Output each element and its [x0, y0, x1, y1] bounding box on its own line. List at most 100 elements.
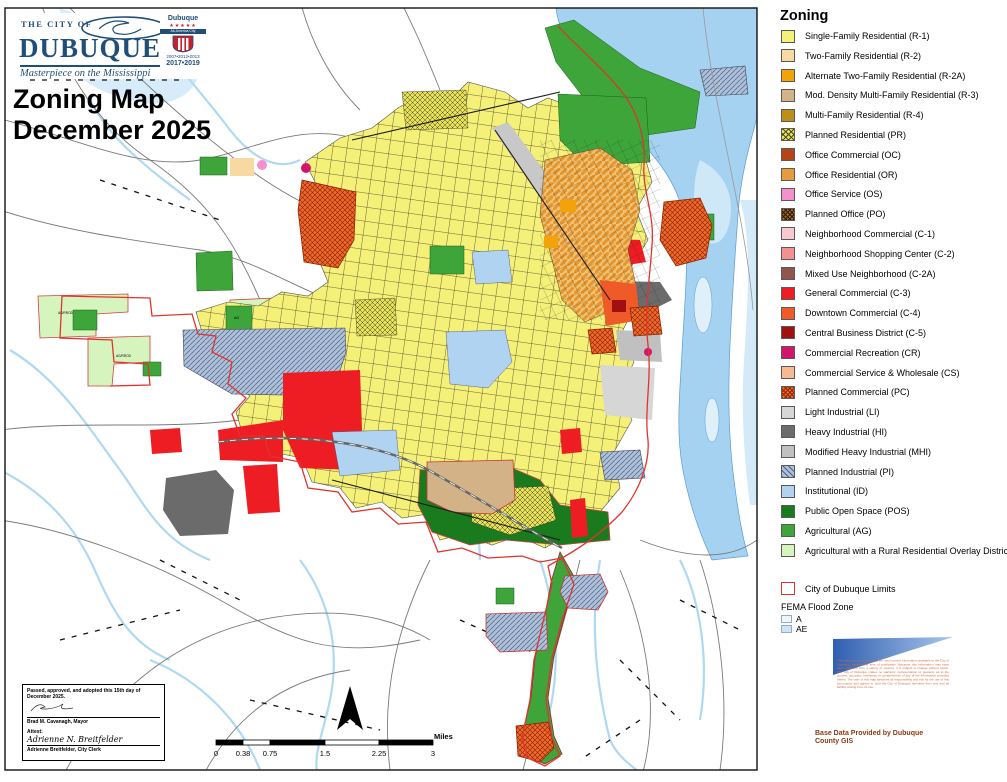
map-frame — [4, 7, 758, 771]
legend-swatch-ag-rrod — [781, 544, 795, 558]
badge-shield-icon — [172, 35, 194, 53]
legend-swatch-c5 — [781, 326, 795, 340]
legend-label: Modified Heavy Industrial (MHI) — [805, 446, 932, 457]
legend-label: Neighborhood Shopping Center (C-2) — [805, 248, 955, 259]
attest-label: Attest: — [27, 729, 43, 735]
clerk-name: Adrienne Breitfelder, City Clerk — [27, 747, 101, 753]
legend-item-fema-a: A — [781, 613, 1007, 624]
approval-box: Passed, approved, and adopted this 15th … — [22, 684, 165, 761]
legend-label: Mod. Density Multi-Family Residential (R… — [805, 90, 979, 101]
svg-text:0.75: 0.75 — [263, 749, 278, 758]
disclaimer-box: This map was compiled using the most cur… — [833, 637, 953, 737]
legend-label: Neighborhood Commercial (C-1) — [805, 228, 936, 239]
logo-city-name: DUBUQUE — [19, 33, 162, 63]
zone-pr — [354, 89, 469, 337]
legend-swatch-mhi — [781, 445, 795, 459]
city-limits-boundary — [59, 25, 654, 767]
legend-swatch-c1 — [781, 227, 795, 241]
legend-label: Light Industrial (LI) — [805, 407, 880, 418]
legend-swatch-pos — [781, 504, 795, 518]
legend-label: Agricultural with a Rural Residential Ov… — [805, 545, 1007, 556]
legend-item: Alternate Two-Family Residential (R-2A) — [781, 69, 1007, 83]
legend-item: Modified Heavy Industrial (MHI) — [781, 445, 1007, 459]
legend-item: Planned Industrial (PI) — [781, 465, 1007, 479]
legend-item: Office Residential (OR) — [781, 168, 1007, 182]
legend-swatch-hi — [781, 425, 795, 439]
all-america-city-badge: Dubuque ★★★★★ All-America City 2007•2012… — [160, 15, 206, 77]
major-roads — [331, 91, 611, 541]
zone-label: AG/RROD — [58, 311, 74, 315]
legend-label: General Commercial (C-3) — [805, 288, 911, 299]
legend-label: Commercial Service & Wholesale (CS) — [805, 367, 960, 378]
legend-swatch-pc — [781, 385, 795, 399]
legend-item: Institutional (ID) — [781, 484, 1007, 498]
legend-label: Planned Residential (PR) — [805, 129, 907, 140]
legend-item: Planned Office (PO) — [781, 207, 1007, 221]
legend-swatch-c2a — [781, 267, 795, 281]
legend-item: Mod. Density Multi-Family Residential (R… — [781, 88, 1007, 102]
zone-r3 — [426, 459, 516, 515]
map-area: AG/RROD AG/RROD AG 0 0.38 0.75 — [4, 7, 758, 771]
legend-item: Downtown Commercial (C-4) — [781, 306, 1007, 320]
legend-swatch-city-limits — [781, 582, 795, 596]
legend-item-fema-ae: AE — [781, 624, 1007, 634]
legend-label: Planned Commercial (PC) — [805, 387, 910, 398]
legend-swatch-cs — [781, 366, 795, 380]
legend-swatch-li — [781, 405, 795, 419]
legend-label: A — [796, 613, 802, 624]
scale-bar: 0 0.38 0.75 1.5 2.25 3 Miles — [214, 732, 453, 758]
legend-label: Office Service (OS) — [805, 189, 883, 200]
legend-label: Central Business District (C-5) — [805, 327, 927, 338]
legend-swatch-po — [781, 207, 795, 221]
legend-item: Neighborhood Shopping Center (C-2) — [781, 247, 1007, 261]
legend-swatch-r2 — [781, 49, 795, 63]
badge-years: 2017•2019 — [166, 60, 200, 67]
svg-text:0.38: 0.38 — [236, 749, 251, 758]
legend-label: Commercial Recreation (CR) — [805, 347, 921, 358]
legend-swatch-pi — [781, 465, 795, 479]
svg-text:1.5: 1.5 — [320, 749, 330, 758]
fema-flood-zone-title: FEMA Flood Zone — [781, 602, 854, 613]
legend-item-city-limits: City of Dubuque Limits — [781, 582, 1007, 596]
legend-item: Office Service (OS) — [781, 187, 1007, 201]
legend-item: Planned Commercial (PC) — [781, 385, 1007, 399]
badge-years: 2007•2012•2013 — [166, 54, 200, 59]
svg-text:0: 0 — [214, 749, 218, 758]
state-line — [702, 8, 754, 311]
legend-item: General Commercial (C-3) — [781, 286, 1007, 300]
legend-label: Public Open Space (POS) — [805, 506, 910, 517]
legend-label: Single-Family Residential (R-1) — [805, 31, 930, 41]
legend-item: Light Industrial (LI) — [781, 405, 1007, 419]
legend-label: Agricultural (AG) — [805, 525, 872, 536]
highway — [217, 437, 563, 550]
legend-item: Mixed Use Neighborhood (C-2A) — [781, 267, 1007, 281]
title-line1: Zoning Map — [13, 84, 165, 114]
legend-swatch-or — [781, 168, 795, 182]
legend-label: Office Residential (OR) — [805, 169, 898, 180]
legend-label: Planned Industrial (PI) — [805, 466, 895, 477]
legend-swatch-c3 — [781, 286, 795, 300]
legend-item: Commercial Service & Wholesale (CS) — [781, 366, 1007, 380]
zone-os — [257, 160, 267, 170]
scale-ticks: 0 0.38 0.75 1.5 2.25 3 — [214, 749, 435, 758]
legend-item: Heavy Industrial (HI) — [781, 425, 1007, 439]
legend-item: Planned Residential (PR) — [781, 128, 1007, 142]
disclaimer-swoosh-icon — [833, 637, 953, 675]
title-line2: December 2025 — [13, 115, 212, 145]
legend-label: Multi-Family Residential (R-4) — [805, 110, 924, 121]
legend-swatch-pr — [781, 128, 795, 142]
scale-unit: Miles — [434, 732, 453, 741]
zone-label: AG — [234, 316, 239, 320]
legend-item: Central Business District (C-5) — [781, 326, 1007, 340]
legend-item: Agricultural (AG) — [781, 524, 1007, 538]
svg-text:3: 3 — [431, 749, 435, 758]
legend-item: Two-Family Residential (R-2) — [781, 49, 1007, 63]
legend-item: Neighborhood Commercial (C-1) — [781, 227, 1007, 241]
legend-swatch-r3 — [781, 88, 795, 102]
clerk-signature: Adrienne N. Breitfelder — [27, 735, 123, 744]
mayor-signature — [30, 703, 74, 712]
legend-item: Single-Family Residential (R-1) — [781, 29, 1007, 43]
zone-cr — [301, 163, 311, 173]
badge-band: All-America City — [160, 29, 206, 34]
